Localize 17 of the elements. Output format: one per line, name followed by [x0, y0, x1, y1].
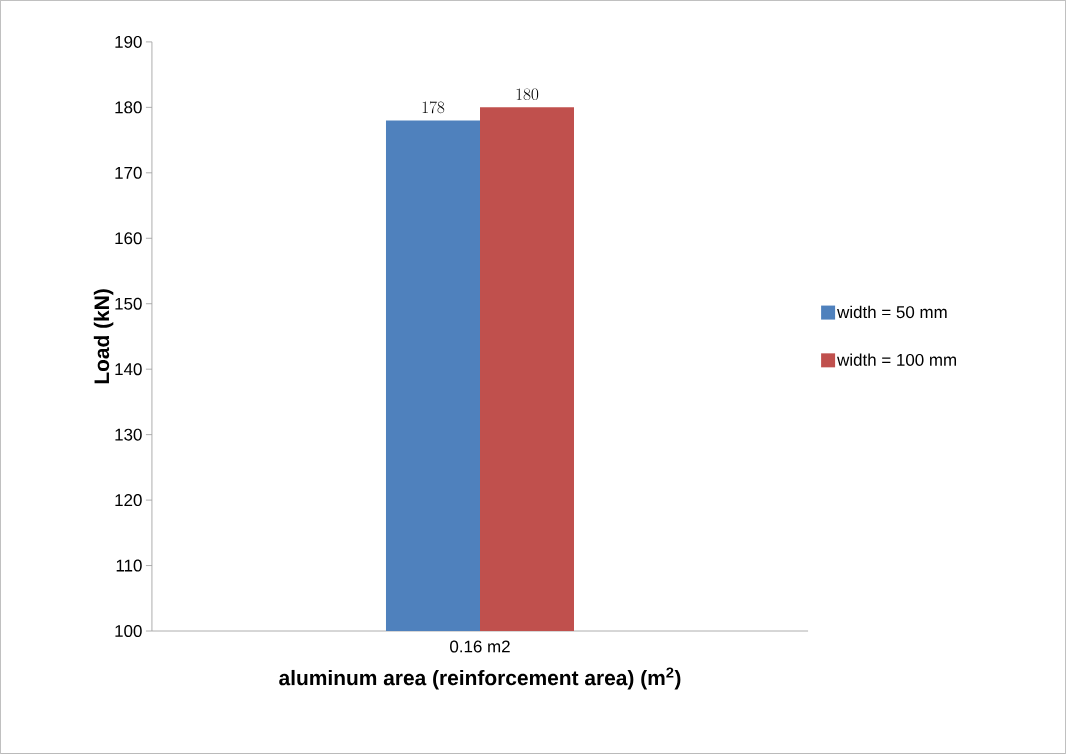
y-tick-label: 120 [115, 494, 142, 507]
x-axis-title: aluminum area (reinforcement area) (m$^{2}$) [279, 667, 681, 690]
data-label: 180 [516, 88, 539, 101]
legend-label: width = 100 mm [837, 353, 957, 366]
y-tick-label: 160 [115, 232, 142, 245]
y-tick-label: 170 [115, 166, 142, 179]
y-tick-label: 140 [115, 363, 142, 376]
x-tick-label: 0.16 m2 [450, 640, 510, 653]
y-tick-label: 130 [115, 428, 142, 441]
y-axis-title: Load (kN) [93, 289, 114, 384]
y-tick-label: 110 [116, 559, 142, 572]
legend-label: width = 50 mm [837, 305, 947, 319]
y-tick-label: 180 [115, 101, 142, 114]
y-tick-label: 100 [115, 625, 142, 638]
data-label: 178 [422, 101, 445, 114]
y-tick-label: 150 [115, 297, 142, 310]
y-tick-label: 190 [115, 35, 142, 48]
